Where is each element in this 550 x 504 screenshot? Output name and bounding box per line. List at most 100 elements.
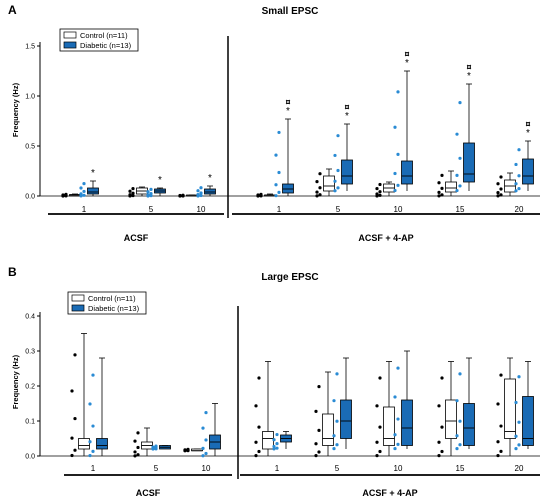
- data-point: [455, 188, 459, 193]
- box-body: [340, 399, 352, 439]
- box-diabetic: [455, 357, 475, 451]
- box-control: [437, 170, 457, 198]
- x-category-label: 10: [197, 205, 206, 214]
- data-point: [154, 444, 158, 448]
- box-body: [463, 142, 475, 183]
- data-point: [335, 419, 339, 423]
- significance-star: *: [208, 173, 212, 184]
- data-point: [437, 194, 441, 198]
- data-point: [333, 153, 337, 158]
- data-point: [440, 376, 444, 380]
- y-tick-label: 0.5: [25, 144, 35, 151]
- y-tick-label: 0.2: [25, 384, 35, 391]
- x-category-label: 5: [149, 205, 154, 214]
- significance-star: *: [467, 71, 471, 82]
- data-point: [517, 187, 521, 191]
- box-diabetic: *¤: [333, 102, 353, 193]
- data-point: [455, 434, 459, 438]
- x-category-label: 1: [277, 205, 282, 214]
- significance-star: *: [91, 168, 95, 179]
- data-point: [274, 194, 278, 198]
- significance-symbol: ¤: [525, 119, 530, 129]
- data-point: [79, 192, 83, 196]
- data-point: [199, 193, 203, 198]
- significance-star: *: [526, 128, 530, 139]
- data-point: [314, 409, 318, 413]
- data-point: [257, 376, 261, 380]
- x-category-label: 5: [335, 464, 340, 473]
- data-point: [274, 153, 278, 157]
- box-control: [256, 192, 276, 198]
- significance-symbol: ¤: [285, 97, 290, 107]
- data-point: [64, 192, 68, 196]
- data-point: [277, 170, 281, 175]
- data-point: [396, 90, 400, 94]
- data-point: [496, 440, 500, 444]
- box-control: [178, 193, 198, 198]
- data-point: [393, 433, 397, 437]
- data-point: [91, 424, 95, 428]
- box-diabetic: [272, 431, 292, 451]
- data-point: [128, 189, 132, 193]
- data-point: [499, 373, 503, 377]
- data-point: [91, 449, 95, 453]
- data-point: [396, 152, 400, 156]
- data-point: [88, 440, 92, 444]
- data-point: [82, 193, 86, 197]
- data-point: [254, 454, 258, 458]
- legend-swatch: [71, 294, 85, 302]
- y-tick-label: 1.0: [25, 94, 35, 101]
- box-body: [463, 403, 475, 446]
- x-category-label: 20: [515, 205, 524, 214]
- legend-entry: Control (n=11): [88, 294, 136, 303]
- data-point: [204, 411, 208, 415]
- data-point: [196, 192, 200, 197]
- box-control: [183, 447, 203, 453]
- data-point: [437, 190, 441, 194]
- data-point: [455, 132, 459, 136]
- box-body: [401, 160, 413, 185]
- data-point: [440, 425, 444, 429]
- box-diabetic: *¤: [455, 62, 475, 193]
- x-category-label: 1: [82, 205, 87, 214]
- box-body: [96, 438, 108, 450]
- data-point: [318, 193, 322, 197]
- data-point: [499, 193, 503, 197]
- data-point: [378, 425, 382, 429]
- box-body: [401, 399, 413, 446]
- data-point: [73, 416, 77, 421]
- box-body: [445, 399, 457, 439]
- data-point: [393, 395, 397, 399]
- data-point: [88, 453, 92, 458]
- data-point: [514, 182, 518, 186]
- data-point: [82, 189, 86, 194]
- x-category-label: 10: [202, 464, 211, 473]
- data-point: [73, 448, 77, 452]
- data-point: [458, 156, 462, 160]
- data-point: [499, 424, 503, 428]
- panel-b-ylabel: Frequency (Hz): [11, 354, 20, 409]
- data-point: [146, 193, 150, 197]
- significance-symbol: ¤: [466, 62, 471, 72]
- data-point: [396, 183, 400, 187]
- data-point: [317, 385, 321, 389]
- box-control: [375, 361, 395, 458]
- group-label: ACSF + 4-AP: [362, 488, 417, 498]
- data-point: [131, 186, 135, 191]
- data-point: [396, 366, 400, 370]
- box-body: [522, 158, 534, 185]
- data-point: [496, 182, 500, 186]
- box-diabetic: *¤: [274, 97, 294, 198]
- panel-a-title: Small EPSC: [262, 6, 319, 17]
- data-point: [496, 402, 500, 406]
- data-point: [146, 190, 150, 194]
- data-point: [458, 419, 462, 423]
- box-body: [522, 396, 534, 446]
- y-tick-label: 0.3: [25, 349, 35, 356]
- y-tick-label: 1.5: [25, 44, 35, 51]
- data-point: [133, 450, 137, 454]
- box-diabetic: *: [196, 173, 216, 198]
- data-point: [178, 193, 182, 198]
